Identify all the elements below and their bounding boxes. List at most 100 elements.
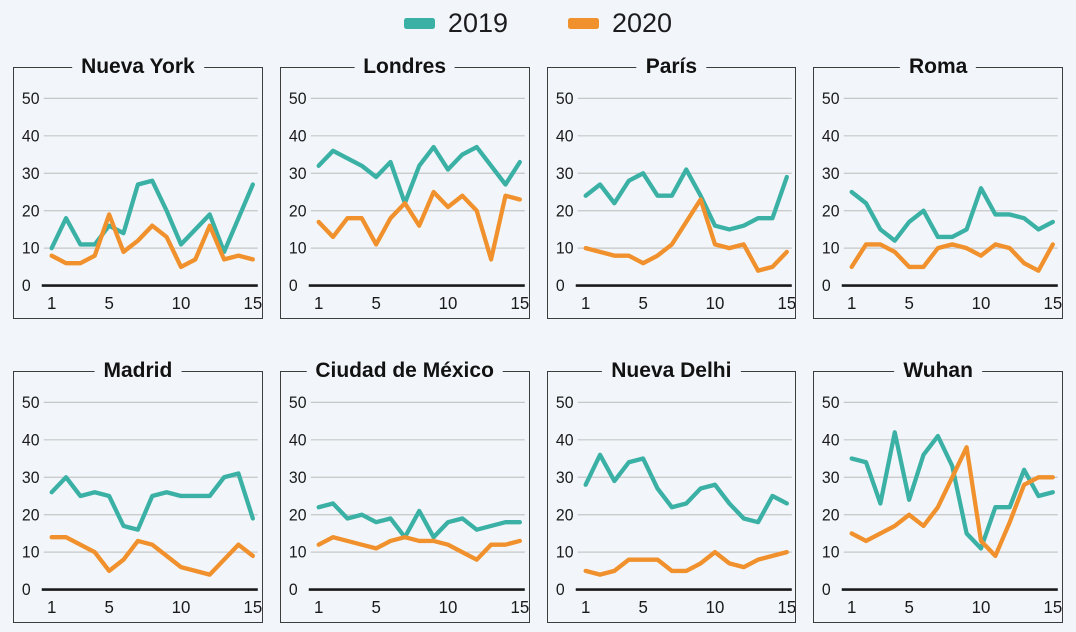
chart-panel-ciudad-de-mexico: Ciudad de México 0 10 20 30 40 50 1 5 10 15	[279, 358, 530, 623]
svg-text:40: 40	[289, 127, 307, 145]
svg-text:1: 1	[847, 598, 856, 617]
chart-title: Wuhan	[894, 358, 982, 383]
svg-text:0: 0	[555, 581, 564, 599]
svg-text:1: 1	[314, 598, 323, 617]
svg-text:1: 1	[47, 294, 56, 313]
svg-text:20: 20	[289, 202, 307, 220]
svg-text:0: 0	[822, 581, 831, 599]
svg-text:40: 40	[555, 431, 573, 449]
svg-text:20: 20	[555, 202, 573, 220]
chart-panel-nueva-delhi: Nueva Delhi 0 10 20 30 40 50 1 5 10 15	[546, 358, 797, 623]
svg-text:10: 10	[172, 294, 191, 313]
svg-text:15: 15	[510, 598, 528, 617]
chart-title: Nueva York	[72, 54, 204, 79]
svg-text:1: 1	[580, 598, 589, 617]
svg-text:15: 15	[510, 294, 528, 313]
svg-text:40: 40	[22, 127, 40, 145]
svg-text:5: 5	[104, 598, 113, 617]
svg-text:30: 30	[22, 469, 40, 487]
chart-panel-wuhan: Wuhan 0 10 20 30 40 50 1 5 10 15	[813, 358, 1063, 623]
svg-text:40: 40	[822, 127, 840, 145]
legend-item-2020: 2020	[568, 8, 672, 39]
legend-swatch-2020-icon	[568, 17, 599, 29]
svg-text:20: 20	[22, 506, 40, 524]
svg-text:30: 30	[555, 165, 573, 183]
chart-title: Roma	[899, 54, 977, 79]
svg-text:5: 5	[905, 294, 914, 313]
svg-text:40: 40	[289, 431, 307, 449]
svg-text:10: 10	[172, 598, 191, 617]
legend-label-2019: 2019	[447, 7, 508, 38]
svg-text:5: 5	[371, 598, 380, 617]
svg-text:30: 30	[289, 469, 307, 487]
svg-text:20: 20	[555, 506, 573, 524]
svg-text:15: 15	[777, 294, 795, 313]
legend-item-2019: 2019	[403, 7, 508, 39]
svg-text:50: 50	[289, 90, 307, 108]
svg-text:10: 10	[438, 598, 457, 617]
svg-text:20: 20	[822, 506, 840, 524]
svg-text:30: 30	[22, 165, 40, 183]
legend: 2019 2020	[0, 0, 1076, 42]
svg-text:5: 5	[905, 598, 914, 617]
svg-text:0: 0	[289, 277, 298, 295]
svg-text:10: 10	[22, 544, 40, 562]
svg-text:0: 0	[822, 277, 831, 295]
chart-title: Londres	[354, 54, 456, 79]
svg-text:50: 50	[822, 90, 840, 108]
svg-text:20: 20	[822, 202, 840, 220]
svg-text:10: 10	[705, 598, 724, 617]
svg-text:10: 10	[555, 544, 573, 562]
svg-text:15: 15	[1044, 598, 1062, 617]
svg-text:10: 10	[289, 544, 307, 562]
svg-text:20: 20	[22, 202, 40, 220]
svg-text:50: 50	[822, 394, 840, 412]
svg-text:15: 15	[777, 598, 795, 617]
svg-text:1: 1	[314, 294, 323, 313]
svg-text:1: 1	[47, 598, 56, 617]
svg-text:1: 1	[580, 294, 589, 313]
svg-text:0: 0	[289, 581, 298, 599]
chart-panel-roma: Roma 0 10 20 30 40 50 1 5 10 15	[813, 54, 1063, 319]
svg-text:10: 10	[22, 240, 40, 258]
svg-text:10: 10	[438, 294, 457, 313]
chart-panel-madrid: Madrid 0 10 20 30 40 50 1 5 10 15	[13, 358, 263, 623]
chart-panel-londres: Londres 0 10 20 30 40 50 1 5 10 15	[279, 54, 530, 319]
svg-text:0: 0	[555, 277, 564, 295]
svg-text:40: 40	[22, 431, 40, 449]
svg-text:20: 20	[289, 506, 307, 524]
svg-text:0: 0	[22, 581, 31, 599]
svg-text:5: 5	[371, 294, 380, 313]
legend-swatch-2019-icon	[403, 17, 435, 29]
svg-text:40: 40	[555, 127, 573, 145]
svg-text:50: 50	[289, 394, 307, 412]
svg-text:30: 30	[822, 165, 840, 183]
svg-text:10: 10	[822, 544, 840, 562]
chart-title: París	[636, 54, 707, 79]
svg-text:30: 30	[822, 469, 840, 487]
chart-title: Nueva Delhi	[602, 358, 741, 383]
svg-text:10: 10	[555, 240, 573, 258]
svg-text:10: 10	[289, 240, 307, 258]
svg-text:1: 1	[847, 294, 856, 313]
svg-text:10: 10	[972, 294, 991, 313]
legend-label-2020: 2020	[612, 7, 673, 38]
svg-text:50: 50	[555, 394, 573, 412]
chart-title: Madrid	[94, 358, 182, 383]
svg-text:50: 50	[22, 394, 40, 412]
chart-title: Ciudad de México	[306, 358, 503, 383]
chart-panel-paris: París 0 10 20 30 40 50 1 5 10 15	[546, 54, 797, 319]
svg-text:5: 5	[638, 294, 647, 313]
svg-text:5: 5	[104, 294, 113, 313]
svg-text:0: 0	[22, 277, 31, 295]
svg-text:30: 30	[555, 469, 573, 487]
svg-text:50: 50	[555, 90, 573, 108]
